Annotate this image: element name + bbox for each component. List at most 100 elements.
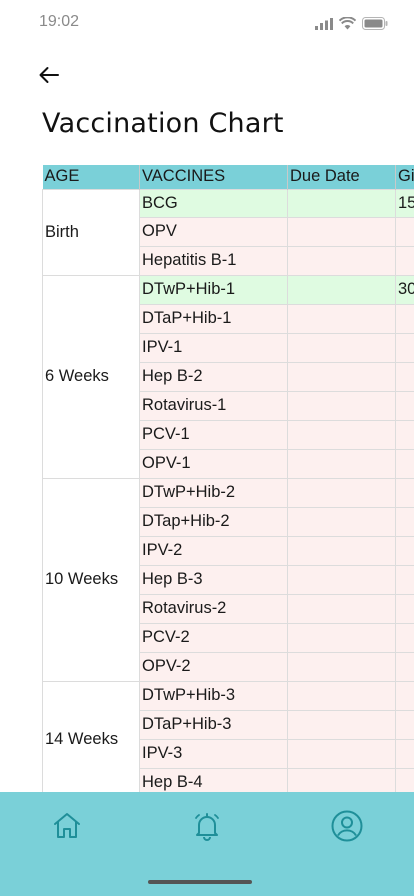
nav-home-button[interactable] [49,810,85,846]
given-date-cell [395,361,414,392]
due-date-cell [287,188,396,218]
due-date-cell [287,274,396,305]
nav-reminders-button[interactable] [189,810,225,846]
table-row[interactable]: IPV-2 [43,535,414,566]
given-date-cell [395,680,414,711]
home-icon [51,810,83,846]
age-group-cell: 10 Weeks [42,477,140,682]
due-date-cell [287,390,396,421]
vaccination-table-container[interactable]: AGE VACCINES Due Date Gi BirthBCG15OPVHe… [42,165,414,792]
due-date-cell [287,651,396,682]
vaccination-table: AGE VACCINES Due Date Gi BirthBCG15OPVHe… [42,165,414,792]
vaccine-name-cell: OPV-2 [139,651,288,682]
given-date-cell: 15 [395,188,414,218]
given-date-cell [395,622,414,653]
arrow-left-icon [38,66,60,88]
table-row[interactable]: Hep B-4 [43,767,414,792]
page-title: Vaccination Chart [42,108,284,139]
given-date-cell [395,303,414,334]
status-icons [315,15,388,34]
given-date-cell [395,709,414,740]
due-date-cell [287,709,396,740]
vaccine-name-cell: DTaP+Hib-3 [139,709,288,740]
vaccine-name-cell: IPV-1 [139,332,288,363]
table-row[interactable]: 14 Weeks DTwP+Hib-3 [42,680,414,792]
nav-profile-button[interactable] [329,810,365,846]
vaccine-name-cell: DTwP+Hib-3 [139,680,288,711]
due-date-cell [287,622,396,653]
given-date-cell [395,593,414,624]
given-date-cell [395,216,414,247]
vaccine-name-cell: Rotavirus-2 [139,593,288,624]
due-date-cell [287,216,396,247]
table-row[interactable]: Hepatitis B-1 [43,245,414,276]
vaccine-name-cell: IPV-2 [139,535,288,566]
given-date-cell [395,738,414,769]
table-row[interactable]: Hep B-2 [43,361,414,392]
table-row[interactable]: IPV-1 [43,332,414,363]
given-date-cell [395,245,414,276]
battery-icon [362,15,388,34]
table-row[interactable]: 10 Weeks DTwP+Hib-2 [42,477,414,682]
vaccine-name-cell: PCV-2 [139,622,288,653]
given-date-cell: 30 [395,274,414,305]
table-row[interactable]: Hep B-3 [43,564,414,595]
given-date-cell [395,767,414,792]
age-group-cell: 14 Weeks [42,680,140,792]
given-date-cell [395,506,414,537]
due-date-cell [287,448,396,479]
table-row[interactable]: DTaP+Hib-3 [43,709,414,740]
vaccine-name-cell: DTaP+Hib-1 [139,303,288,334]
column-header-age: AGE [42,165,140,189]
due-date-cell [287,767,396,792]
table-row[interactable]: DTaP+Hib-1 [43,303,414,334]
given-date-cell [395,390,414,421]
due-date-cell [287,564,396,595]
due-date-cell [287,680,396,711]
given-date-cell [395,535,414,566]
due-date-cell [287,477,396,508]
table-row[interactable]: DTap+Hib-2 [43,506,414,537]
given-date-cell [395,477,414,508]
vaccine-name-cell: Hep B-3 [139,564,288,595]
vaccine-name-cell: IPV-3 [139,738,288,769]
table-row[interactable]: OPV-1 [43,448,414,479]
column-header-vaccines: VACCINES [139,165,288,189]
profile-icon [330,809,364,847]
bottom-navigation [0,792,414,896]
due-date-cell [287,332,396,363]
vaccine-name-cell: Rotavirus-1 [139,390,288,421]
due-date-cell [287,535,396,566]
home-indicator [148,880,252,884]
due-date-cell [287,361,396,392]
due-date-cell [287,303,396,334]
column-header-due-date: Due Date [287,165,396,189]
column-header-given: Gi [395,165,414,189]
due-date-cell [287,245,396,276]
table-row[interactable]: IPV-3 [43,738,414,769]
table-row[interactable]: OPV-2 [43,651,414,682]
age-group-cell: Birth [42,188,140,276]
signal-icon [315,15,333,34]
vaccine-name-cell: Hep B-4 [139,767,288,792]
due-date-cell [287,506,396,537]
wifi-icon [338,15,357,34]
given-date-cell [395,448,414,479]
vaccine-name-cell: Hepatitis B-1 [139,245,288,276]
age-group-cell: 6 Weeks [42,274,140,479]
status-bar: 19:02 [0,0,414,46]
back-button[interactable] [36,64,62,90]
vaccine-name-cell: BCG [139,188,288,218]
vaccine-name-cell: PCV-1 [139,419,288,450]
table-body: BirthBCG15OPVHepatitis B-16 WeeksDTwP+Hi… [42,188,414,792]
due-date-cell [287,419,396,450]
vaccine-name-cell: OPV-1 [139,448,288,479]
vaccine-name-cell: DTap+Hib-2 [139,506,288,537]
vaccine-name-cell: Hep B-2 [139,361,288,392]
vaccine-name-cell: DTwP+Hib-2 [139,477,288,508]
due-date-cell [287,738,396,769]
due-date-cell [287,593,396,624]
vaccine-name-cell: OPV [139,216,288,247]
